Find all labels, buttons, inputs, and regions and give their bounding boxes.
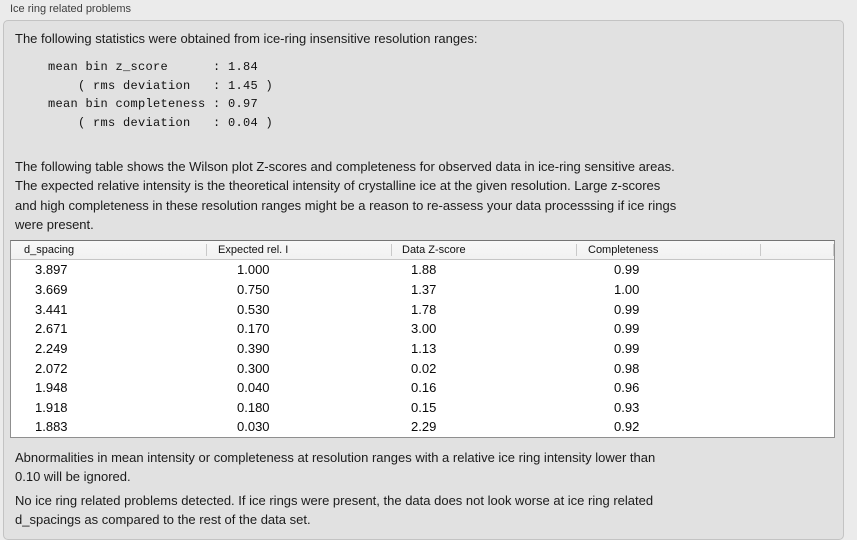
table-cell: 0.030 bbox=[237, 419, 270, 435]
table-cell: 0.16 bbox=[411, 380, 437, 396]
table-row[interactable]: 2.249 0.390 1.13 0.99 bbox=[11, 339, 834, 359]
table-cell: 1.883 bbox=[35, 419, 68, 435]
table-cell: 2.072 bbox=[35, 360, 68, 376]
table-cell: 2.671 bbox=[35, 321, 68, 337]
table-cell: 0.170 bbox=[237, 321, 270, 337]
table-cell: 0.300 bbox=[237, 360, 270, 376]
table-cell: 1.13 bbox=[411, 340, 437, 356]
table-cell: 1.88 bbox=[411, 262, 437, 278]
group-box: The following statistics were obtained f… bbox=[3, 20, 844, 540]
column-header-data-z-score[interactable]: Data Z-score bbox=[392, 241, 577, 259]
table-cell: 1.918 bbox=[35, 399, 68, 415]
ice-ring-table[interactable]: d_spacing Expected rel. I Data Z-score Comp… bbox=[10, 240, 835, 438]
table-cell: 2.249 bbox=[35, 340, 68, 356]
group-box-label: Ice ring related problems bbox=[10, 3, 132, 15]
table-cell: 1.948 bbox=[35, 380, 68, 396]
intro-text: The following statistics were obtained f… bbox=[15, 31, 478, 46]
stats-block: mean bin z_score : 1.84 ( rms deviation … bbox=[48, 60, 274, 130]
table-cell: 1.00 bbox=[614, 281, 640, 297]
table-row[interactable]: 1.883 0.030 2.29 0.92 bbox=[11, 417, 834, 437]
table-header-row: d_spacing Expected rel. I Data Z-score Comp… bbox=[11, 241, 834, 260]
table-row[interactable]: 1.918 0.180 0.15 0.93 bbox=[11, 397, 834, 417]
table-cell: 0.96 bbox=[614, 380, 640, 396]
table-body: 3.897 1.000 1.88 0.99 3.669 0.750 1.37 1.00 3.44… bbox=[11, 260, 834, 437]
table-row[interactable]: 2.671 0.170 3.00 0.99 bbox=[11, 319, 834, 339]
table-cell: 3.897 bbox=[35, 262, 68, 278]
column-header-empty bbox=[761, 241, 834, 259]
table-cell: 0.99 bbox=[614, 301, 640, 317]
table-cell: 0.99 bbox=[614, 321, 640, 337]
table-description: The following table shows the Wilson plo… bbox=[15, 159, 677, 233]
table-cell: 0.180 bbox=[237, 399, 270, 415]
table-cell: 0.93 bbox=[614, 399, 640, 415]
conclusion-text: No ice ring related problems detected. I… bbox=[15, 493, 654, 528]
table-cell: 0.92 bbox=[614, 419, 640, 435]
table-cell: 3.441 bbox=[35, 301, 68, 317]
table-cell: 1.000 bbox=[237, 262, 270, 278]
table-row[interactable]: 3.669 0.750 1.37 1.00 bbox=[11, 280, 834, 300]
column-header-expected-rel-i[interactable]: Expected rel. I bbox=[207, 241, 392, 259]
table-cell: 3.00 bbox=[411, 321, 437, 337]
table-cell: 0.040 bbox=[237, 380, 270, 396]
table-cell: 1.37 bbox=[411, 281, 437, 297]
table-cell: 0.750 bbox=[237, 281, 270, 297]
table-row[interactable]: 3.441 0.530 1.78 0.99 bbox=[11, 299, 834, 319]
table-cell: 3.669 bbox=[35, 281, 68, 297]
table-row[interactable]: 1.948 0.040 0.16 0.96 bbox=[11, 378, 834, 398]
table-cell: 0.99 bbox=[614, 262, 640, 278]
table-row[interactable]: 2.072 0.300 0.02 0.98 bbox=[11, 358, 834, 378]
table-cell: 0.530 bbox=[237, 301, 270, 317]
table-cell: 0.390 bbox=[237, 340, 270, 356]
table-cell: 0.99 bbox=[614, 340, 640, 356]
ignore-note: Abnormalities in mean intensity or compl… bbox=[15, 450, 656, 485]
table-cell: 0.15 bbox=[411, 399, 437, 415]
table-cell: 0.02 bbox=[411, 360, 437, 376]
column-header-d-spacing[interactable]: d_spacing bbox=[11, 241, 207, 259]
table-cell: 2.29 bbox=[411, 419, 437, 435]
table-cell: 0.98 bbox=[614, 360, 640, 376]
column-header-completeness[interactable]: Completeness bbox=[577, 241, 761, 259]
table-cell: 1.78 bbox=[411, 301, 437, 317]
table-row[interactable]: 3.897 1.000 1.88 0.99 bbox=[11, 260, 834, 280]
